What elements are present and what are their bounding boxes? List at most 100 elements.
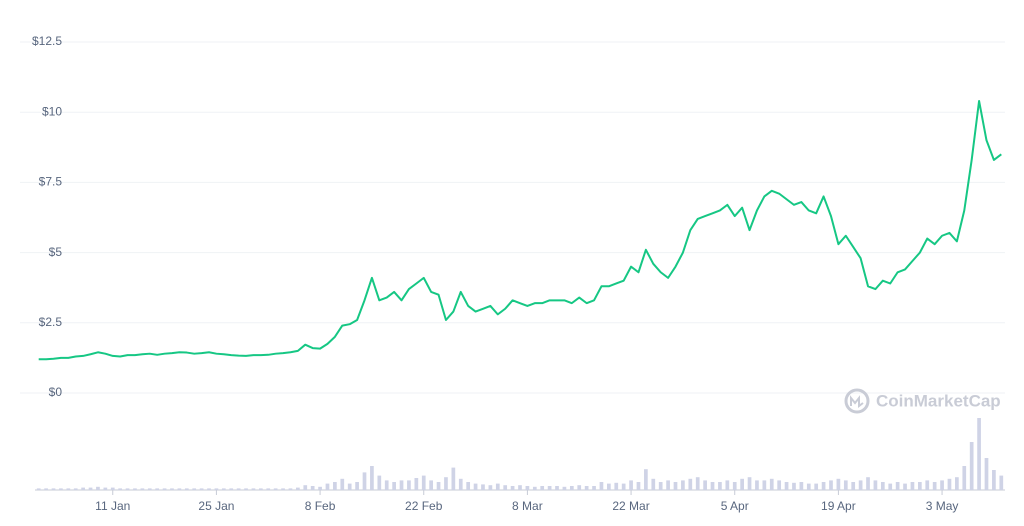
volume-bar [792, 482, 796, 490]
volume-bar [614, 482, 619, 490]
volume-bar [718, 482, 722, 490]
volume-bar [866, 477, 870, 490]
y-tick-label: $2.5 [39, 315, 63, 329]
volume-bar [51, 488, 56, 490]
volume-bar [303, 485, 308, 490]
volume-bar [96, 486, 100, 490]
volume-bar [236, 488, 241, 490]
volume-bar [473, 483, 478, 490]
volume-bar [481, 484, 485, 490]
y-tick-label: $7.5 [39, 175, 63, 189]
x-tick-label: 5 Apr [721, 499, 749, 513]
volume-bar [829, 480, 833, 490]
x-tick-label: 8 Feb [305, 499, 336, 513]
volume-bar [362, 472, 367, 490]
x-tick-label: 19 Apr [821, 499, 856, 513]
volume-bar [207, 488, 211, 490]
volume-bar [977, 418, 981, 490]
volume-bar [177, 488, 182, 490]
volume-bar [769, 478, 774, 490]
volume-bar [843, 480, 848, 490]
price-line [38, 99, 1002, 361]
volume-bar [799, 482, 804, 490]
volume-bar [518, 485, 522, 490]
volume-bar [510, 486, 515, 490]
volume-bar [732, 482, 737, 490]
volume-bar [184, 488, 189, 490]
volume-bar [814, 483, 819, 490]
volume-bar [999, 475, 1004, 490]
y-tick-label: $5 [49, 245, 63, 259]
volume-bar [192, 488, 197, 490]
volume-bar [81, 487, 85, 490]
volume-bar [540, 486, 545, 490]
volume-bar [636, 482, 641, 490]
volume-bar [762, 480, 767, 490]
volume-bar [962, 466, 967, 490]
volume-bar [281, 488, 285, 490]
volume-bar [873, 480, 878, 490]
volume-bar [296, 487, 300, 490]
volume-bar [666, 480, 670, 490]
volume-bar [932, 482, 937, 490]
volume-bar [355, 482, 359, 490]
volume-bar [806, 483, 811, 490]
volume-bar [214, 488, 219, 490]
volume-bar [851, 482, 856, 490]
volume-bar [703, 480, 707, 490]
volume-bar [755, 480, 759, 490]
volume-bar [73, 488, 78, 490]
watermark-logo [844, 388, 870, 414]
volume-bar [629, 480, 633, 490]
y-tick-label: $10 [42, 104, 62, 118]
volume-bar [244, 488, 248, 490]
volume-bar [88, 487, 93, 490]
volume-bar [547, 486, 552, 490]
volume-bar [925, 480, 930, 490]
volume-bar [969, 442, 974, 490]
volume-bar [125, 488, 130, 490]
volume-bar [147, 488, 152, 490]
x-tick-label: 22 Feb [405, 499, 443, 513]
volume-bar [673, 482, 678, 490]
volume-bar [266, 488, 271, 490]
volume-bar [592, 486, 596, 490]
volume-bar [910, 482, 915, 490]
volume-bar [651, 478, 656, 490]
watermark: CoinMarketCap [876, 391, 1001, 410]
volume-bar [377, 475, 382, 490]
volume-bar [577, 485, 582, 490]
volume-bar [888, 483, 893, 490]
volume-bar [940, 480, 944, 490]
volume-bar [444, 477, 448, 490]
volume-bar [562, 486, 567, 490]
volume-bar [258, 488, 263, 490]
volume-bar [740, 478, 744, 490]
volume-bar [584, 486, 589, 490]
volume-bar [392, 482, 396, 490]
volume-bar [399, 480, 404, 490]
volume-bar [118, 488, 123, 490]
volume-bar [288, 488, 293, 490]
volume-bar [555, 486, 559, 490]
volume-bar [451, 467, 456, 490]
volume-bar [599, 482, 604, 490]
volume-bar [44, 488, 48, 490]
y-tick-label: $12.5 [32, 34, 62, 48]
volume-bar [607, 483, 611, 490]
volume-bar [407, 480, 411, 490]
volume-bar [347, 483, 352, 490]
volume-bar [495, 483, 500, 490]
volume-bar [984, 458, 989, 490]
volume-bar [688, 478, 693, 490]
volume-bar [784, 482, 789, 490]
volume-bar [103, 487, 108, 490]
volume-bar [155, 488, 160, 490]
volume-bar [199, 488, 204, 490]
volume-bar [229, 488, 234, 490]
volume-bar [325, 483, 330, 490]
volume-bar [681, 480, 685, 490]
volume-bar [858, 480, 863, 490]
volume-bar [466, 482, 471, 490]
